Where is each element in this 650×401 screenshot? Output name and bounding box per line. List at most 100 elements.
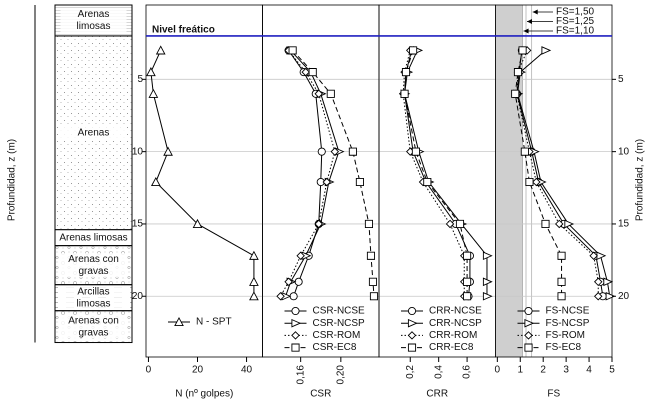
x-tick-label: 0,6 (462, 365, 473, 379)
marker (463, 292, 472, 301)
soil-label-bg (60, 326, 127, 339)
marker (368, 277, 378, 286)
soil-label: gravas (78, 327, 108, 338)
soil-label-bg (60, 265, 127, 278)
legend-marker (407, 343, 417, 352)
marker (348, 147, 357, 156)
marker (555, 219, 564, 229)
soil-label: Arenas (78, 127, 110, 138)
soil-label: limosas (77, 21, 111, 32)
soil-label-bg (60, 297, 127, 310)
marker (557, 277, 566, 286)
legend-marker (291, 343, 300, 352)
marker (366, 251, 376, 260)
x-tick-label: 3 (563, 365, 569, 376)
series-line (288, 50, 323, 297)
series-line (150, 50, 255, 297)
marker (513, 68, 523, 77)
marker (401, 68, 411, 77)
marker (463, 251, 472, 260)
marker (482, 277, 493, 287)
legend-label: CSR-NCSE (313, 306, 366, 317)
soil-label-bg (60, 8, 127, 21)
x-tick-label: 0,4 (433, 365, 444, 379)
arrow-head (532, 9, 538, 15)
series-line (404, 50, 471, 297)
soil-label-bg (60, 126, 127, 139)
panel: 0,16 0,20 CSR CSR-NCSECSR-NCSPCSR-ROMCSR-EC… (262, 4, 380, 400)
legend-label: CRR-EC8 (429, 342, 474, 353)
marker (355, 177, 364, 187)
legend-label: CSR-EC8 (313, 342, 357, 353)
marker (557, 292, 566, 301)
legend-marker (407, 318, 418, 328)
legend-marker (174, 316, 184, 327)
soil-label: Arenas limosas (59, 232, 127, 243)
marker (482, 251, 493, 261)
marker (445, 219, 455, 229)
marker (541, 219, 550, 229)
y-tick-label-right: 5 (618, 74, 624, 85)
marker (163, 146, 173, 156)
soil-label: Arcillas (77, 286, 109, 297)
x-axis-label: FS (547, 389, 560, 400)
panel: 0,2 0,4 0,6 CRR CRR-NCSECRR-NCSPCRR-ROMCRR-E… (378, 4, 496, 400)
soil-label: gravas (78, 266, 108, 277)
marker (518, 46, 527, 55)
marker (589, 251, 598, 261)
x-axis-label: N (nº golpes) (175, 389, 233, 400)
legend-label: FS-NCSE (546, 306, 590, 317)
y-tick-label-right: 15 (618, 219, 630, 230)
x-tick-label: 1 (517, 365, 523, 376)
marker (594, 292, 603, 301)
marker (326, 89, 335, 98)
marker (482, 291, 493, 301)
threshold-label: FS=1,50 (556, 7, 595, 18)
y-tick-label-right: 20 (618, 291, 630, 302)
soil-label-bg (60, 314, 127, 327)
legend-marker (524, 331, 533, 340)
marker (301, 67, 310, 77)
marker (463, 277, 472, 286)
x-tick-label: 0,20 (335, 365, 346, 385)
x-axis-label: CRR (426, 389, 448, 400)
marker (525, 177, 534, 187)
x-tick-label: 0 (146, 365, 152, 376)
x-axis-label: CSR (310, 389, 331, 400)
y-axis-label: Profundidad, z (m) (7, 139, 18, 221)
marker (409, 46, 418, 55)
marker (455, 219, 465, 229)
y-axis-label-right: Profundidad, z (m) (635, 139, 646, 221)
y-tick-label: 5 (137, 74, 143, 85)
soil-label-bg (60, 20, 127, 33)
marker (364, 219, 374, 229)
marker (249, 291, 259, 301)
marker (314, 89, 323, 99)
legend-marker (407, 306, 417, 316)
x-tick-label: 2 (540, 365, 546, 376)
marker (423, 177, 432, 187)
legend-marker (524, 306, 533, 316)
marker (192, 218, 203, 229)
panel-frame (495, 4, 613, 358)
marker (557, 251, 566, 260)
marker (605, 291, 616, 301)
legend-marker (524, 318, 535, 328)
soil-label: Arenas con (68, 254, 119, 265)
marker (249, 250, 259, 260)
marker (369, 292, 379, 301)
y-tick-label: 20 (132, 291, 144, 302)
legend-marker (291, 318, 302, 328)
panel: 0 20 40 N (nº golpes) N - SPT (145, 4, 263, 400)
marker (148, 88, 159, 98)
y-tick-label-right: 10 (618, 146, 630, 157)
series-line (292, 50, 375, 297)
y-tick-label: 10 (132, 146, 144, 157)
x-tick-label: 4 (586, 365, 592, 376)
legend-label: CRR-NCSP (429, 318, 482, 329)
legend-marker (407, 331, 417, 340)
marker (541, 46, 552, 55)
legend-label: FS-ROM (546, 330, 585, 341)
